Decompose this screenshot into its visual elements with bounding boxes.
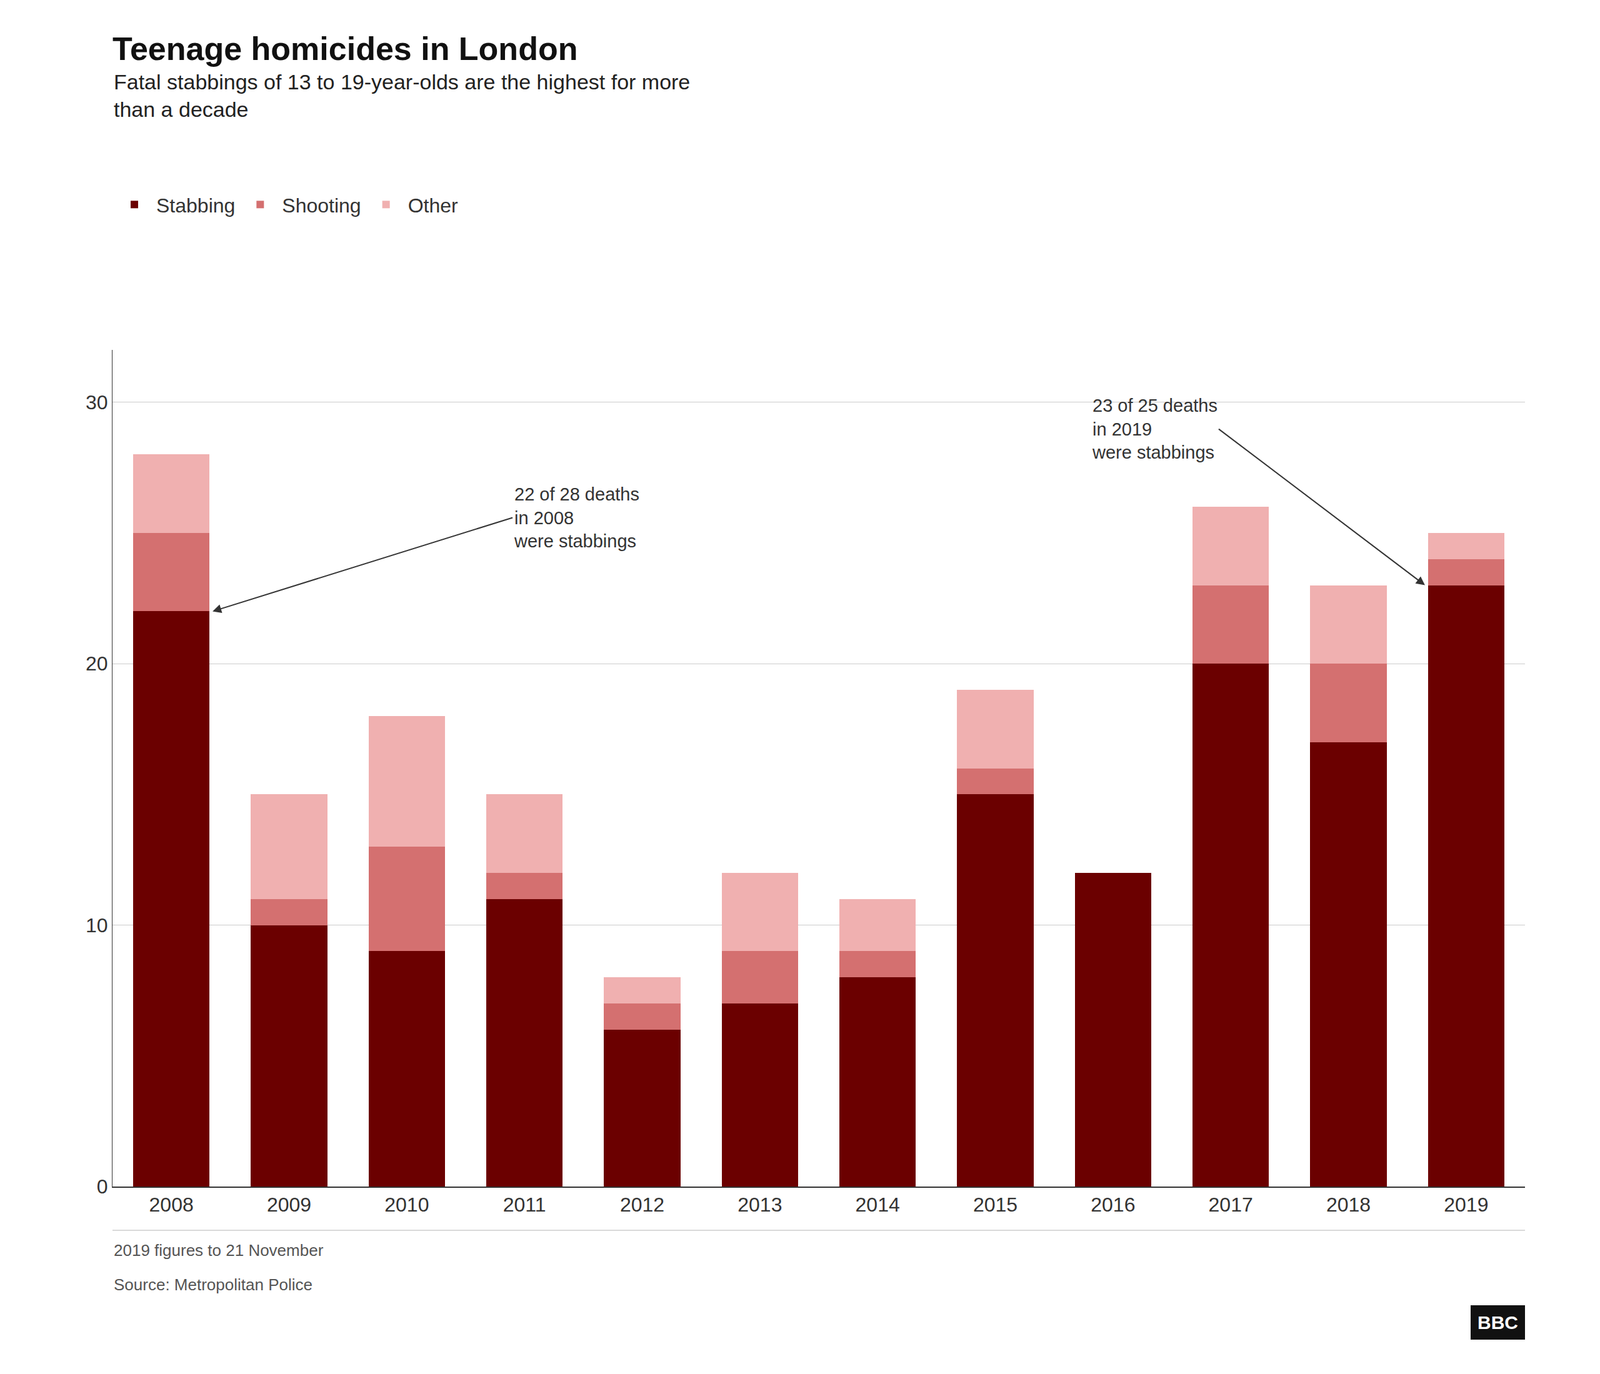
svg-text:2009: 2009 — [266, 1193, 312, 1217]
svg-text:2016: 2016 — [1090, 1193, 1135, 1217]
svg-text:2018: 2018 — [1326, 1193, 1371, 1217]
svg-text:2010: 2010 — [384, 1193, 429, 1217]
svg-text:23 of 25 deathsin 2019were sta: 23 of 25 deathsin 2019were stabbings — [1091, 395, 1218, 463]
svg-text:2015: 2015 — [973, 1193, 1018, 1217]
svg-text:2012: 2012 — [620, 1193, 665, 1217]
svg-text:Fatal stabbings of 13 to 19-ye: Fatal stabbings of 13 to 19-year-olds ar… — [113, 70, 690, 122]
svg-text:2008: 2008 — [149, 1193, 194, 1217]
svg-text:2013: 2013 — [737, 1193, 782, 1217]
svg-text:Other: Other — [408, 194, 459, 217]
svg-text:0: 0 — [96, 1175, 109, 1199]
svg-text:20: 20 — [85, 652, 109, 675]
svg-text:2019: 2019 — [1443, 1193, 1489, 1217]
svg-text:22 of 28 deathsin 2008were sta: 22 of 28 deathsin 2008were stabbings — [513, 484, 640, 552]
svg-text:2014: 2014 — [855, 1193, 900, 1217]
svg-text:30: 30 — [85, 391, 109, 414]
svg-text:Stabbing: Stabbing — [156, 194, 235, 217]
svg-text:10: 10 — [85, 914, 109, 937]
svg-text:2017: 2017 — [1208, 1193, 1254, 1217]
svg-text:Shooting: Shooting — [281, 194, 361, 217]
svg-text:Source: Metropolitan Police: Source: Metropolitan Police — [113, 1275, 313, 1295]
svg-text:2019 figures to 21 November: 2019 figures to 21 November — [113, 1241, 324, 1260]
svg-text:BBC: BBC — [1477, 1312, 1519, 1334]
svg-text:Teenage homicides in London: Teenage homicides in London — [112, 30, 578, 67]
svg-text:2011: 2011 — [503, 1193, 547, 1217]
